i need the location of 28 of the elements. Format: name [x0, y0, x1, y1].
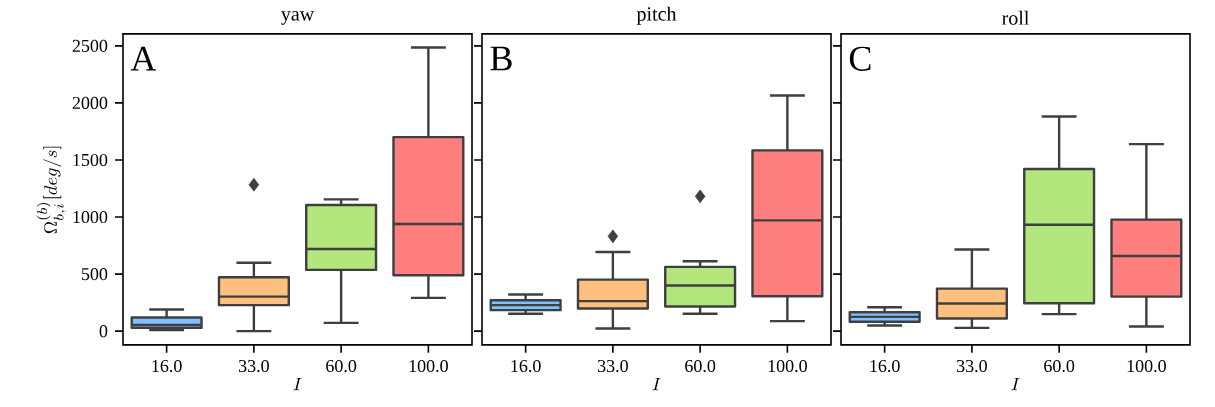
x-tick-label: 33.0 [238, 359, 269, 373]
x-axis-title: $I$ [1011, 377, 1020, 391]
x-axis-title: $I$ [652, 377, 661, 391]
x-tick-label: 100.0 [409, 359, 448, 373]
x-tick-label: 33.0 [956, 359, 987, 373]
x-tick-label: 60.0 [685, 359, 716, 373]
y-tick-label: 0 [99, 325, 108, 338]
x-tick-label: 16.0 [511, 359, 541, 373]
y-tick-label: 500 [81, 268, 108, 281]
x-tick-label: 100.0 [1127, 359, 1166, 373]
x-tick-label: 60.0 [326, 359, 357, 373]
x-tick-label: 33.0 [597, 359, 628, 373]
chart-title: roll [1002, 10, 1029, 25]
chart-title: yaw [281, 11, 315, 25]
y-tick-label: 2000 [72, 96, 108, 110]
x-tick-label: 16.0 [870, 359, 900, 373]
x-tick-label: 100.0 [768, 359, 807, 373]
y-tick-label: 1000 [73, 211, 108, 224]
y-tick-label: 1500 [73, 153, 108, 167]
x-tick-label: 16.0 [152, 359, 182, 373]
annotation: C [849, 46, 871, 71]
y-axis-title: $\Omega_{b,i}^{(b)}[deg/s]$ [36, 146, 67, 234]
y-tick-label: 2500 [72, 39, 108, 52]
annotation: B [490, 46, 512, 71]
chart-title: pitch [636, 6, 677, 25]
x-tick-label: 60.0 [1044, 359, 1075, 373]
annotation: A [130, 46, 157, 71]
x-axis-title: $I$ [293, 377, 302, 391]
